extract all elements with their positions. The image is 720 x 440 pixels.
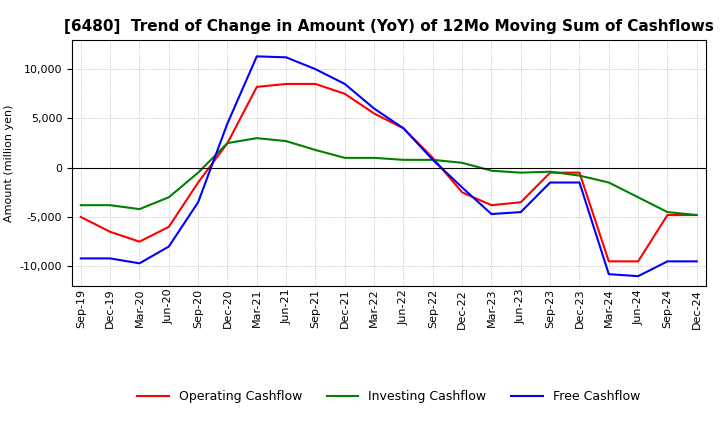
Free Cashflow [693,259,701,264]
Operating Cashflow [253,84,261,90]
Operating Cashflow [516,200,525,205]
Line: Free Cashflow: Free Cashflow [81,56,697,276]
Free Cashflow [516,209,525,215]
Investing Cashflow [693,213,701,218]
Free Cashflow [194,200,202,205]
Free Cashflow [223,121,232,126]
Operating Cashflow [458,190,467,195]
Free Cashflow [370,106,379,111]
Free Cashflow [76,256,85,261]
Free Cashflow [399,126,408,131]
Operating Cashflow [663,213,672,218]
Operating Cashflow [605,259,613,264]
Investing Cashflow [458,160,467,165]
Operating Cashflow [575,170,584,175]
Line: Operating Cashflow: Operating Cashflow [81,84,697,261]
Investing Cashflow [253,136,261,141]
Operating Cashflow [164,224,173,230]
Operating Cashflow [341,91,349,96]
Operating Cashflow [634,259,642,264]
Investing Cashflow [341,155,349,161]
Operating Cashflow [399,126,408,131]
Investing Cashflow [546,169,554,174]
Operating Cashflow [282,81,290,87]
Free Cashflow [428,157,437,162]
Operating Cashflow [76,214,85,220]
Operating Cashflow [487,202,496,208]
Investing Cashflow [487,168,496,173]
Investing Cashflow [605,180,613,185]
Y-axis label: Amount (million yen): Amount (million yen) [4,104,14,222]
Investing Cashflow [282,139,290,144]
Investing Cashflow [106,202,114,208]
Free Cashflow [106,256,114,261]
Operating Cashflow [223,140,232,146]
Investing Cashflow [575,173,584,178]
Free Cashflow [341,81,349,87]
Free Cashflow [135,260,144,266]
Investing Cashflow [223,140,232,146]
Free Cashflow [663,259,672,264]
Investing Cashflow [399,157,408,162]
Free Cashflow [575,180,584,185]
Free Cashflow [546,180,554,185]
Investing Cashflow [428,157,437,162]
Operating Cashflow [194,180,202,185]
Operating Cashflow [135,239,144,244]
Operating Cashflow [106,229,114,235]
Operating Cashflow [546,170,554,175]
Free Cashflow [282,55,290,60]
Free Cashflow [634,274,642,279]
Line: Investing Cashflow: Investing Cashflow [81,138,697,215]
Operating Cashflow [693,213,701,218]
Operating Cashflow [370,111,379,116]
Operating Cashflow [428,155,437,161]
Investing Cashflow [135,206,144,212]
Free Cashflow [164,244,173,249]
Legend: Operating Cashflow, Investing Cashflow, Free Cashflow: Operating Cashflow, Investing Cashflow, … [132,385,645,408]
Investing Cashflow [634,194,642,200]
Title: [6480]  Trend of Change in Amount (YoY) of 12Mo Moving Sum of Cashflows: [6480] Trend of Change in Amount (YoY) o… [64,19,714,34]
Investing Cashflow [164,194,173,200]
Investing Cashflow [76,202,85,208]
Investing Cashflow [311,147,320,153]
Investing Cashflow [194,170,202,175]
Investing Cashflow [663,209,672,215]
Free Cashflow [253,54,261,59]
Investing Cashflow [370,155,379,161]
Free Cashflow [605,271,613,277]
Free Cashflow [458,185,467,190]
Free Cashflow [487,211,496,216]
Free Cashflow [311,66,320,72]
Investing Cashflow [516,170,525,175]
Operating Cashflow [311,81,320,87]
